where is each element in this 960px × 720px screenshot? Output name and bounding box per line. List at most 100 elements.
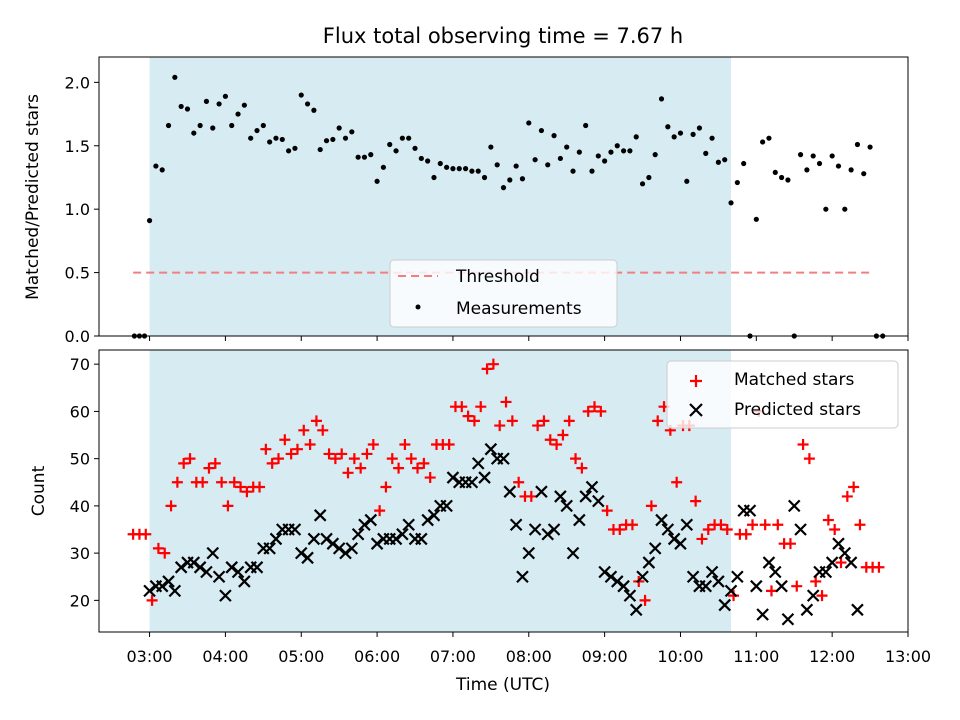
matched-star-point [652,415,664,427]
predicted-star-point [743,504,757,517]
legend-matched-label: Matched stars [734,370,854,390]
predicted-star-point [629,603,643,617]
predicted-star-point [440,499,453,513]
measurement-point [804,167,810,173]
measurement-point [393,148,399,154]
measurement-point [646,174,652,181]
predicted-star-point [579,490,592,503]
measurement-point [425,158,431,164]
measurement-point [703,150,709,156]
measurement-point [709,135,715,141]
x-tick-label: 06:00 [354,647,400,666]
predicted-star-point [554,490,567,503]
predicted-star-point [345,542,359,555]
matched-star-point [380,481,392,493]
matched-star-point [386,453,398,465]
measurement-point [387,141,393,148]
matched-star-point [645,500,657,512]
predicted-star-point [478,471,491,484]
predicted-star-point [547,523,561,536]
predicted-star-point [225,561,239,574]
measurement-point [551,133,557,139]
bottom-y-axis-label: Count [29,465,49,516]
top-axes-frame [98,56,909,337]
matched-star-point [506,415,518,427]
matched-star-point [765,585,777,597]
predicted-star-point [206,546,220,560]
matched-star-point [772,519,784,531]
predicted-star-point [396,527,409,541]
predicted-star-point [705,565,719,579]
matched-star-point [715,519,727,531]
predicted-star-point [370,537,384,550]
matched-star-point [576,462,588,474]
top-y-axis-label: Matched/Predicted stars [23,94,43,300]
legend-threshold-label: Threshold [455,267,540,287]
measurement-point [469,168,475,174]
measurement-point [620,148,627,154]
measurement-point [753,216,759,222]
legend-measurements-swatch [415,304,421,310]
matched-star-point [228,476,240,488]
predicted-star-point [610,575,624,588]
predicted-star-point [313,509,327,522]
measurement-point [684,178,690,184]
matched-star-point [222,500,234,512]
legend-matched-swatch [690,375,702,387]
matched-star-point [696,533,708,545]
matched-star-point [797,438,809,450]
measurement-point [298,92,304,98]
matched-star-point [209,457,221,469]
measurement-point [861,171,867,177]
matched-star-point [589,401,601,413]
bottom-legend-box [666,360,899,429]
measurement-point [311,107,317,113]
matched-star-point [582,405,594,417]
measurement-point [570,168,576,174]
predicted-star-point [806,589,820,602]
matched-star-point [462,410,474,422]
measurement-point [760,139,766,145]
matched-star-point [500,396,512,408]
measurement-point [810,153,816,159]
measurement-point [778,174,785,181]
matched-star-point [570,453,582,465]
predicted-star-point [238,575,251,588]
measurement-point [690,131,696,137]
measurement-point [380,164,387,170]
measurement-point [317,146,323,153]
matched-star-point [342,467,354,479]
measurement-point [715,159,721,165]
measurement-point [614,143,620,149]
bottom-panel: 20 30 40 50 60 70 03:00 04:00 05:00 06:00 07:00 08… [29,349,931,695]
predicted-star-point [484,442,498,456]
measurement-point [829,153,835,159]
measurement-point [241,102,247,108]
predicted-star-point [187,556,201,569]
measurement-point [330,136,336,143]
matched-star-point [702,523,714,535]
legend-predicted-swatch [689,403,703,417]
measurement-point [216,101,222,107]
bottom-axes-frame [98,349,909,633]
measurement-point [816,160,823,167]
measurement-point [494,162,500,168]
measurement-points [131,74,886,339]
predicted-star-point [231,565,245,579]
measurement-point [652,152,658,158]
predicted-star-point [844,556,858,569]
predicted-star-point [535,485,548,498]
measurement-point [159,167,165,173]
matched-star-point [563,415,575,427]
measurement-point [665,124,671,130]
predicted-star-point [642,556,656,569]
predicted-star-point [471,457,485,470]
measurement-point [191,130,197,136]
bottom-x-ticks: 03:00 04:00 05:00 06:00 07:00 08:00 09:00 10:00… [127,632,931,666]
predicted-star-point [712,575,725,588]
predicted-star-point [718,598,731,612]
matched-star-point [279,434,291,446]
matched-star-point [424,472,436,484]
matched-star-point [835,557,847,569]
measurement-point [368,152,374,158]
